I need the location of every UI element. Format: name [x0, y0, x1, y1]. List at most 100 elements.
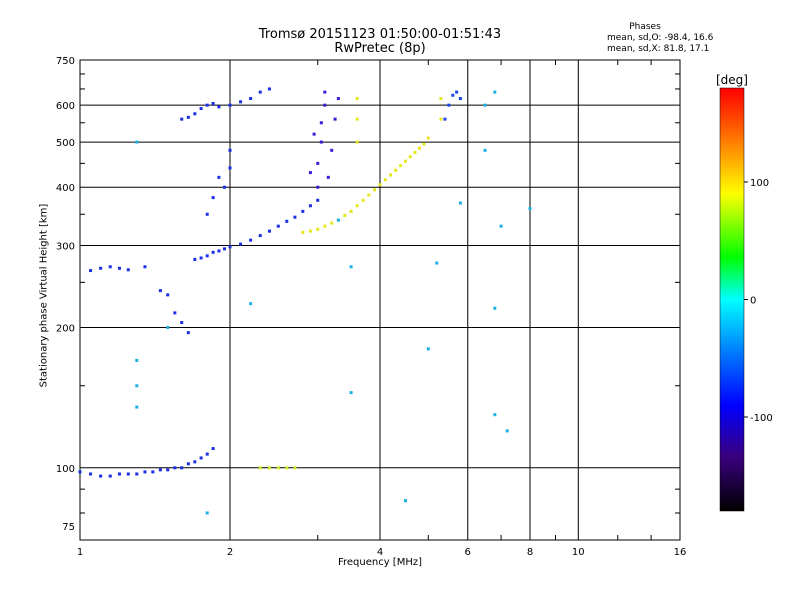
chart-title-line1: Tromsø 20151123 01:50:00-01:51:43 — [258, 27, 502, 42]
colorbar-gradient — [719, 87, 745, 512]
axis-ticks: 1 2 4 6 8 10 16 75 100 200 300 400 500 600 750 — [56, 56, 686, 558]
data-point — [316, 185, 320, 189]
data-point — [323, 103, 327, 107]
colorbar-tick-label: -100 — [750, 413, 773, 424]
data-point — [293, 215, 297, 219]
data-point — [211, 250, 215, 254]
data-point — [199, 256, 203, 260]
data-point — [211, 196, 215, 200]
data-point — [258, 466, 262, 470]
data-point — [413, 150, 417, 154]
data-point — [180, 466, 184, 470]
x-tick-label: 10 — [572, 547, 585, 558]
data-point — [151, 470, 155, 474]
data-point — [99, 474, 103, 478]
data-point — [173, 466, 177, 470]
y-tick-label: 750 — [56, 56, 75, 67]
data-point — [211, 447, 215, 451]
data-point — [319, 121, 323, 125]
data-point — [186, 462, 190, 466]
data-point — [126, 268, 130, 272]
data-point — [349, 391, 353, 395]
data-point — [205, 103, 209, 107]
data-point — [316, 227, 320, 231]
data-point — [355, 204, 359, 208]
data-point — [239, 242, 243, 246]
data-point — [239, 100, 243, 104]
data-point — [126, 472, 130, 476]
y-tick-label: 75 — [62, 522, 75, 533]
data-point — [193, 257, 197, 261]
data-point — [228, 148, 232, 152]
grid-lines — [80, 60, 680, 540]
data-point — [308, 171, 312, 175]
data-point — [417, 146, 421, 150]
data-point — [316, 198, 320, 202]
data-point — [173, 311, 177, 315]
data-point — [285, 466, 289, 470]
data-point — [211, 101, 215, 105]
data-point — [439, 97, 443, 101]
data-point — [455, 90, 459, 94]
data-point — [199, 456, 203, 460]
data-point — [223, 247, 227, 251]
data-point — [285, 219, 289, 223]
data-point — [186, 115, 190, 119]
data-point — [276, 466, 280, 470]
data-point — [228, 245, 232, 249]
data-point — [426, 136, 430, 140]
data-point — [293, 466, 297, 470]
data-point — [312, 132, 316, 136]
data-point — [323, 90, 327, 94]
data-point — [135, 384, 139, 388]
data-point — [399, 164, 403, 168]
data-point — [117, 266, 121, 270]
chart-title-line2: RwPretec (8p) — [334, 41, 426, 56]
data-point — [316, 161, 320, 165]
data-points — [78, 87, 532, 515]
data-point — [408, 155, 412, 159]
x-tick-label: 16 — [674, 547, 687, 558]
data-point — [319, 140, 323, 144]
y-tick-label: 300 — [56, 241, 75, 252]
data-point — [205, 254, 209, 258]
y-tick-label: 200 — [56, 324, 75, 335]
data-point — [276, 224, 280, 228]
data-point — [228, 166, 232, 170]
data-point — [493, 90, 497, 94]
data-point — [135, 140, 139, 144]
data-point — [378, 183, 382, 187]
y-tick-label: 100 — [56, 464, 75, 475]
data-point — [158, 468, 162, 472]
stats-x-mode: mean, sd,X: 81.8, 17.1 — [607, 44, 710, 54]
data-point — [89, 472, 93, 476]
data-point — [349, 265, 353, 269]
phases-heading: Phases — [629, 22, 661, 32]
data-point — [483, 148, 487, 152]
data-point — [330, 148, 334, 152]
y-tick-label: 400 — [56, 183, 75, 194]
data-point — [373, 188, 377, 192]
data-point — [143, 470, 147, 474]
data-point — [205, 452, 209, 456]
data-point — [451, 93, 455, 97]
data-point — [323, 224, 327, 228]
data-point — [217, 105, 221, 109]
data-point — [199, 107, 203, 111]
colorbar-tick-label: 100 — [750, 178, 769, 189]
data-point — [308, 229, 312, 233]
data-point — [135, 358, 139, 362]
data-point — [336, 97, 340, 101]
data-point — [117, 472, 121, 476]
data-point — [267, 229, 271, 233]
x-tick-label: 4 — [377, 547, 383, 558]
data-point — [267, 466, 271, 470]
x-tick-label: 6 — [465, 547, 471, 558]
data-point — [447, 103, 451, 107]
stats-o-mode: mean, sd,O: -98.4, 16.6 — [607, 33, 714, 43]
colorbar-label: [deg] — [716, 73, 748, 87]
data-point — [193, 112, 197, 116]
data-point — [258, 234, 262, 238]
data-point — [180, 321, 184, 325]
data-point — [78, 470, 82, 474]
